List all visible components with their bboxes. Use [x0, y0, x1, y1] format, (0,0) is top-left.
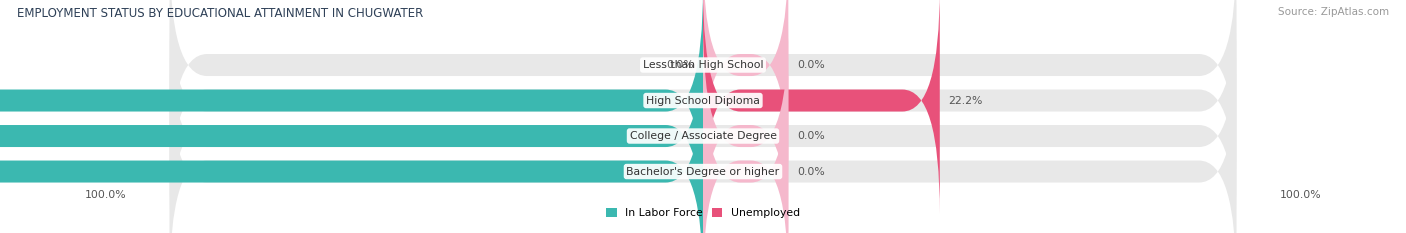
FancyBboxPatch shape [703, 0, 789, 178]
FancyBboxPatch shape [170, 23, 1236, 233]
Text: 100.0%: 100.0% [84, 190, 127, 200]
Text: 0.0%: 0.0% [797, 131, 824, 141]
FancyBboxPatch shape [0, 58, 703, 233]
Text: EMPLOYMENT STATUS BY EDUCATIONAL ATTAINMENT IN CHUGWATER: EMPLOYMENT STATUS BY EDUCATIONAL ATTAINM… [17, 7, 423, 20]
FancyBboxPatch shape [703, 58, 789, 233]
Text: High School Diploma: High School Diploma [647, 96, 759, 106]
Text: Source: ZipAtlas.com: Source: ZipAtlas.com [1278, 7, 1389, 17]
Legend: In Labor Force, Unemployed: In Labor Force, Unemployed [606, 208, 800, 219]
FancyBboxPatch shape [170, 0, 1236, 214]
FancyBboxPatch shape [0, 23, 703, 233]
Text: 100.0%: 100.0% [1279, 190, 1322, 200]
FancyBboxPatch shape [170, 0, 1236, 178]
Text: 22.2%: 22.2% [948, 96, 983, 106]
Text: 0.0%: 0.0% [797, 167, 824, 177]
Text: Less than High School: Less than High School [643, 60, 763, 70]
Text: 0.0%: 0.0% [666, 60, 695, 70]
Text: 0.0%: 0.0% [797, 60, 824, 70]
FancyBboxPatch shape [703, 23, 789, 233]
Text: Bachelor's Degree or higher: Bachelor's Degree or higher [627, 167, 779, 177]
FancyBboxPatch shape [170, 58, 1236, 233]
FancyBboxPatch shape [0, 0, 703, 214]
Text: College / Associate Degree: College / Associate Degree [630, 131, 776, 141]
FancyBboxPatch shape [703, 0, 939, 214]
